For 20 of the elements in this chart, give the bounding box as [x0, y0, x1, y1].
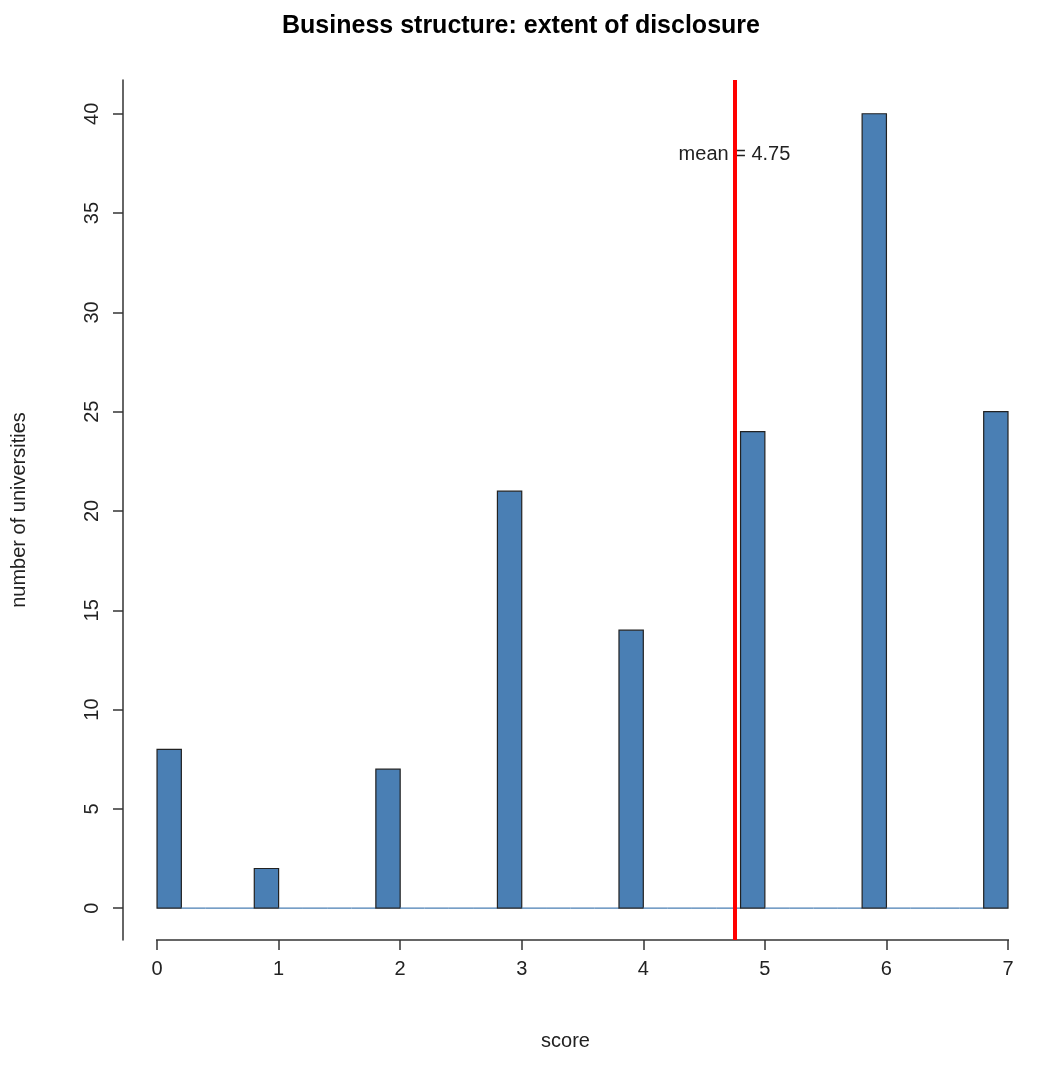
y-tick-label: 35 — [80, 201, 102, 225]
x-tick-label: 6 — [880, 957, 892, 979]
x-tick-label: 4 — [637, 957, 649, 979]
x-tick-label: 3 — [516, 957, 528, 979]
y-tick-label: 0 — [80, 902, 102, 914]
x-tick-label: 2 — [394, 957, 406, 979]
x-tick-label: 1 — [273, 957, 285, 979]
x-tick-label: 5 — [759, 957, 771, 979]
y-tick-label: 25 — [80, 400, 102, 423]
y-tick-label: 15 — [80, 599, 102, 622]
y-tick-label: 40 — [80, 102, 102, 125]
y-tick-label: 5 — [80, 803, 102, 815]
x-tick-label: 0 — [151, 957, 163, 979]
x-axis-title: score — [541, 1029, 590, 1051]
chart-title: Business structure: extent of disclosure — [282, 9, 761, 38]
y-tick-label: 30 — [80, 301, 102, 324]
y-tick-label: 10 — [80, 698, 102, 721]
x-tick-label: 7 — [1002, 957, 1014, 979]
y-axis-title: number of universities — [7, 412, 29, 608]
y-tick-label: 20 — [80, 499, 102, 523]
